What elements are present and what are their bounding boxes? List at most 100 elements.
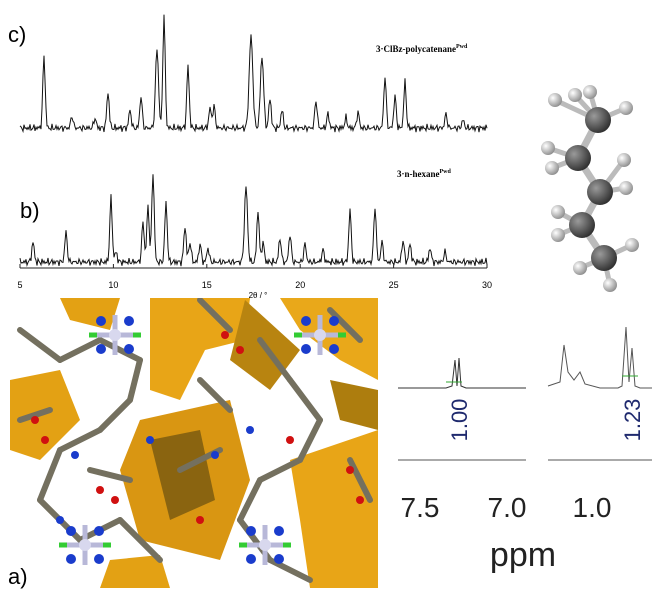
n-atom (329, 344, 339, 354)
h-atom (619, 181, 633, 195)
ligand (287, 377, 323, 423)
n-atom (56, 516, 64, 524)
ligand (327, 307, 363, 343)
molecule-model (541, 85, 639, 292)
c-atom (591, 245, 617, 271)
h-atom (541, 141, 555, 155)
n-atom (246, 554, 256, 564)
ligand (117, 517, 163, 563)
ligand (257, 457, 303, 483)
o-atom (96, 486, 104, 494)
o-atom (31, 416, 39, 424)
ligand (347, 457, 373, 503)
integral-value: 1.23 (620, 399, 645, 442)
void-surface (10, 370, 80, 460)
trace-name: 3·ClBz-polycatenane (376, 44, 456, 54)
o-atom (286, 436, 294, 444)
n-atom (211, 451, 219, 459)
h-atom (548, 93, 562, 107)
h-atom (619, 101, 633, 115)
n-atom (274, 526, 284, 536)
o-atom (236, 346, 244, 354)
o-atom (111, 496, 119, 504)
h-atom (545, 161, 559, 175)
trace-label: 3·ClBz-polycatenanePwd (376, 44, 468, 54)
n-atom (329, 316, 339, 326)
ligand (37, 447, 63, 503)
integral-mark (446, 375, 638, 383)
o-atom (41, 436, 49, 444)
ligand (127, 357, 143, 403)
trace-name: 3·n-hexane (397, 169, 440, 179)
h-atom (551, 205, 565, 219)
n-atom (94, 554, 104, 564)
metal-atom (109, 329, 121, 341)
h-atom (583, 85, 597, 99)
x-ticks: 5 10 15 20 25 30 (17, 264, 492, 290)
c-atom (565, 145, 591, 171)
n-atom (66, 526, 76, 536)
void-surface (100, 555, 170, 588)
nmr-trace (547, 326, 652, 389)
o-atom (196, 516, 204, 524)
ligand (197, 377, 233, 413)
integral-value: 1.00 (447, 399, 472, 442)
ligand (197, 298, 233, 333)
crystal-structure (10, 298, 378, 588)
void-surface (330, 380, 378, 430)
c-atom (569, 212, 595, 238)
n-atom (246, 426, 254, 434)
o-atom (356, 496, 364, 504)
trace-sup: Pwd (456, 44, 468, 50)
n-atom (96, 344, 106, 354)
h-atom (568, 88, 582, 102)
ligand (17, 327, 63, 363)
panel-label: b) (20, 198, 40, 223)
n-atom (124, 344, 134, 354)
n-atom (71, 451, 79, 459)
x-tick-label: 20 (295, 280, 305, 290)
nmr-spectrum: 1.00 1.23 7.5 7.0 1.0 ppm (398, 326, 652, 574)
h-atom (617, 153, 631, 167)
h-atom (603, 278, 617, 292)
n-atom (301, 344, 311, 354)
trace-sup: Pwd (440, 169, 452, 175)
ligand (257, 337, 293, 383)
x-tick-label: 10 (108, 280, 118, 290)
ligand (57, 337, 103, 363)
pxrd-trace (19, 14, 488, 134)
x-axis-title: 2θ / ° (249, 291, 268, 300)
ligand (17, 407, 53, 423)
h-atom (573, 261, 587, 275)
o-atom (346, 466, 354, 474)
ligand (87, 467, 133, 483)
pxrd-trace (19, 174, 488, 268)
metal-atom (79, 539, 91, 551)
n-atom (124, 316, 134, 326)
nmr-tick-label: 7.0 (488, 492, 527, 523)
metal-atom (314, 329, 326, 341)
nmr-tick-label: 1.0 (573, 492, 612, 523)
ligand (97, 397, 133, 433)
n-atom (301, 316, 311, 326)
n-atom (66, 554, 76, 564)
o-atom (221, 331, 229, 339)
ligand (237, 477, 263, 523)
n-atom (96, 316, 106, 326)
x-tick-label: 5 (17, 280, 22, 290)
metal-atom (259, 539, 271, 551)
ligand (297, 417, 323, 463)
c-atom (587, 179, 613, 205)
n-atom (146, 436, 154, 444)
c-atom (585, 107, 611, 133)
n-atom (246, 526, 256, 536)
x-tick-label: 30 (482, 280, 492, 290)
h-atom (551, 228, 565, 242)
x-tick-label: 15 (202, 280, 212, 290)
x-tick-label: 25 (389, 280, 399, 290)
n-atom (274, 554, 284, 564)
h-atom (625, 238, 639, 252)
void-surface (150, 430, 215, 520)
panel-label: c) (8, 22, 26, 47)
